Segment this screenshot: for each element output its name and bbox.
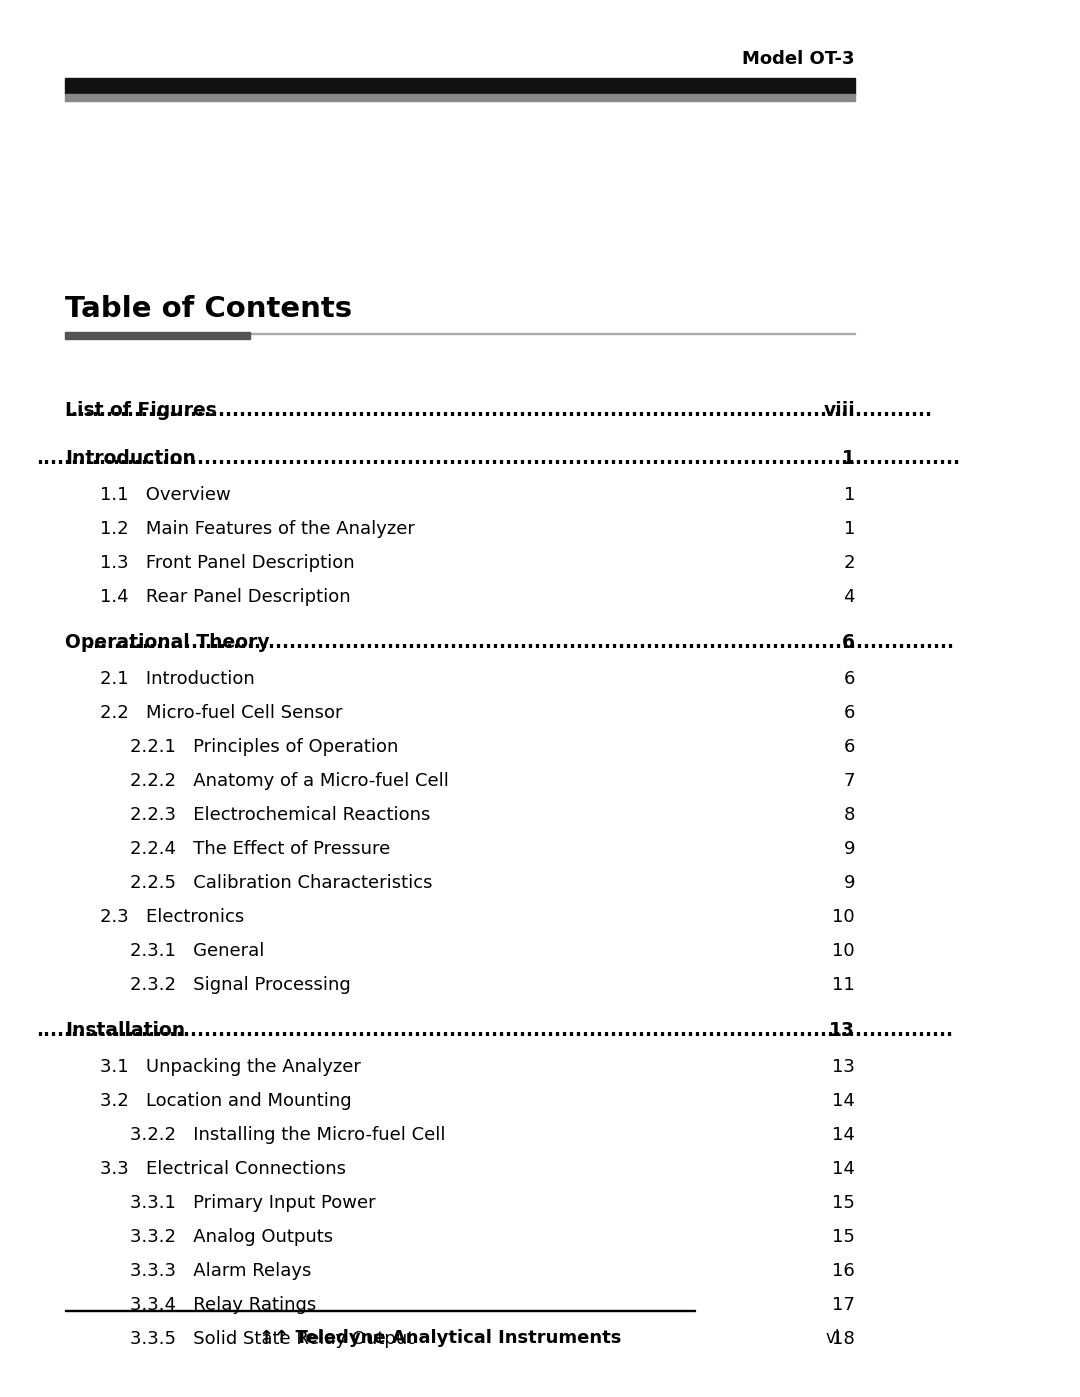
Text: 2.3.2   Signal Processing: 2.3.2 Signal Processing <box>130 977 351 995</box>
Text: 3.3   Electrical Connections: 3.3 Electrical Connections <box>100 1160 346 1178</box>
Text: 2.3.1   General: 2.3.1 General <box>130 942 265 960</box>
Text: 1: 1 <box>842 448 855 468</box>
Text: 2.2.4   The Effect of Pressure: 2.2.4 The Effect of Pressure <box>130 840 390 858</box>
Text: 3.3.5   Solid State Relay Output: 3.3.5 Solid State Relay Output <box>130 1330 415 1348</box>
Text: 4: 4 <box>843 588 855 606</box>
Text: 3.2   Location and Mounting: 3.2 Location and Mounting <box>100 1092 352 1111</box>
Text: 14: 14 <box>832 1092 855 1111</box>
Text: 6: 6 <box>843 704 855 722</box>
Text: 10: 10 <box>833 908 855 926</box>
Text: 3.3.1   Primary Input Power: 3.3.1 Primary Input Power <box>130 1194 376 1213</box>
Text: 2.2.3   Electrochemical Reactions: 2.2.3 Electrochemical Reactions <box>130 806 430 824</box>
Text: viii: viii <box>823 401 855 419</box>
Text: List of Figures: List of Figures <box>65 401 217 419</box>
Text: 9: 9 <box>843 875 855 893</box>
Text: 1.4   Rear Panel Description: 1.4 Rear Panel Description <box>100 588 351 606</box>
Bar <box>65 1309 696 1310</box>
Text: ................................................................................: ........................................… <box>65 401 933 419</box>
Text: vi: vi <box>825 1329 839 1347</box>
Text: 1.1   Overview: 1.1 Overview <box>100 486 231 504</box>
Text: Installation: Installation <box>65 1020 185 1039</box>
Text: 13: 13 <box>829 1020 855 1039</box>
Text: Introduction: Introduction <box>65 448 195 468</box>
Text: Model OT-3: Model OT-3 <box>743 50 855 68</box>
Text: 3.2.2   Installing the Micro-fuel Cell: 3.2.2 Installing the Micro-fuel Cell <box>130 1126 446 1144</box>
Text: 3.1   Unpacking the Analyzer: 3.1 Unpacking the Analyzer <box>100 1058 361 1076</box>
Text: Table of Contents: Table of Contents <box>65 295 352 323</box>
Text: Operational Theory: Operational Theory <box>65 633 270 651</box>
Text: 7: 7 <box>843 773 855 789</box>
Text: ................................................................................: ........................................… <box>37 1020 954 1039</box>
Text: 2.2.5   Calibration Characteristics: 2.2.5 Calibration Characteristics <box>130 875 432 893</box>
Text: 2.1   Introduction: 2.1 Introduction <box>100 671 255 687</box>
Text: 1: 1 <box>843 486 855 504</box>
Text: 3.3.4   Relay Ratings: 3.3.4 Relay Ratings <box>130 1296 316 1315</box>
Text: 6: 6 <box>842 633 855 651</box>
Text: ................................................................................: ........................................… <box>37 448 960 468</box>
Text: 18: 18 <box>833 1330 855 1348</box>
Bar <box>65 332 249 339</box>
Text: 10: 10 <box>833 942 855 960</box>
Bar <box>65 332 855 334</box>
Text: 15: 15 <box>832 1228 855 1246</box>
Text: 1: 1 <box>843 520 855 538</box>
Text: 13: 13 <box>832 1058 855 1076</box>
Text: 8: 8 <box>843 806 855 824</box>
Text: 14: 14 <box>832 1126 855 1144</box>
Text: 3.3.2   Analog Outputs: 3.3.2 Analog Outputs <box>130 1228 333 1246</box>
Text: 6: 6 <box>843 738 855 756</box>
Text: ↑↑ Teledyne Analytical Instruments: ↑↑ Teledyne Analytical Instruments <box>259 1329 621 1347</box>
Text: 11: 11 <box>833 977 855 995</box>
Text: 16: 16 <box>833 1261 855 1280</box>
Text: 15: 15 <box>832 1194 855 1213</box>
Text: 2.2.2   Anatomy of a Micro-fuel Cell: 2.2.2 Anatomy of a Micro-fuel Cell <box>130 773 449 789</box>
Text: 3.3.3   Alarm Relays: 3.3.3 Alarm Relays <box>130 1261 311 1280</box>
Bar <box>65 94 855 101</box>
Text: 6: 6 <box>843 671 855 687</box>
Bar <box>65 78 855 94</box>
Text: 9: 9 <box>843 840 855 858</box>
Text: 2: 2 <box>843 555 855 571</box>
Text: 2.3   Electronics: 2.3 Electronics <box>100 908 244 926</box>
Text: 1.2   Main Features of the Analyzer: 1.2 Main Features of the Analyzer <box>100 520 415 538</box>
Text: 2.2   Micro-fuel Cell Sensor: 2.2 Micro-fuel Cell Sensor <box>100 704 342 722</box>
Text: 1.3   Front Panel Description: 1.3 Front Panel Description <box>100 555 354 571</box>
Text: 14: 14 <box>832 1160 855 1178</box>
Text: 17: 17 <box>832 1296 855 1315</box>
Text: 2.2.1   Principles of Operation: 2.2.1 Principles of Operation <box>130 738 399 756</box>
Text: ................................................................................: ........................................… <box>85 633 954 651</box>
